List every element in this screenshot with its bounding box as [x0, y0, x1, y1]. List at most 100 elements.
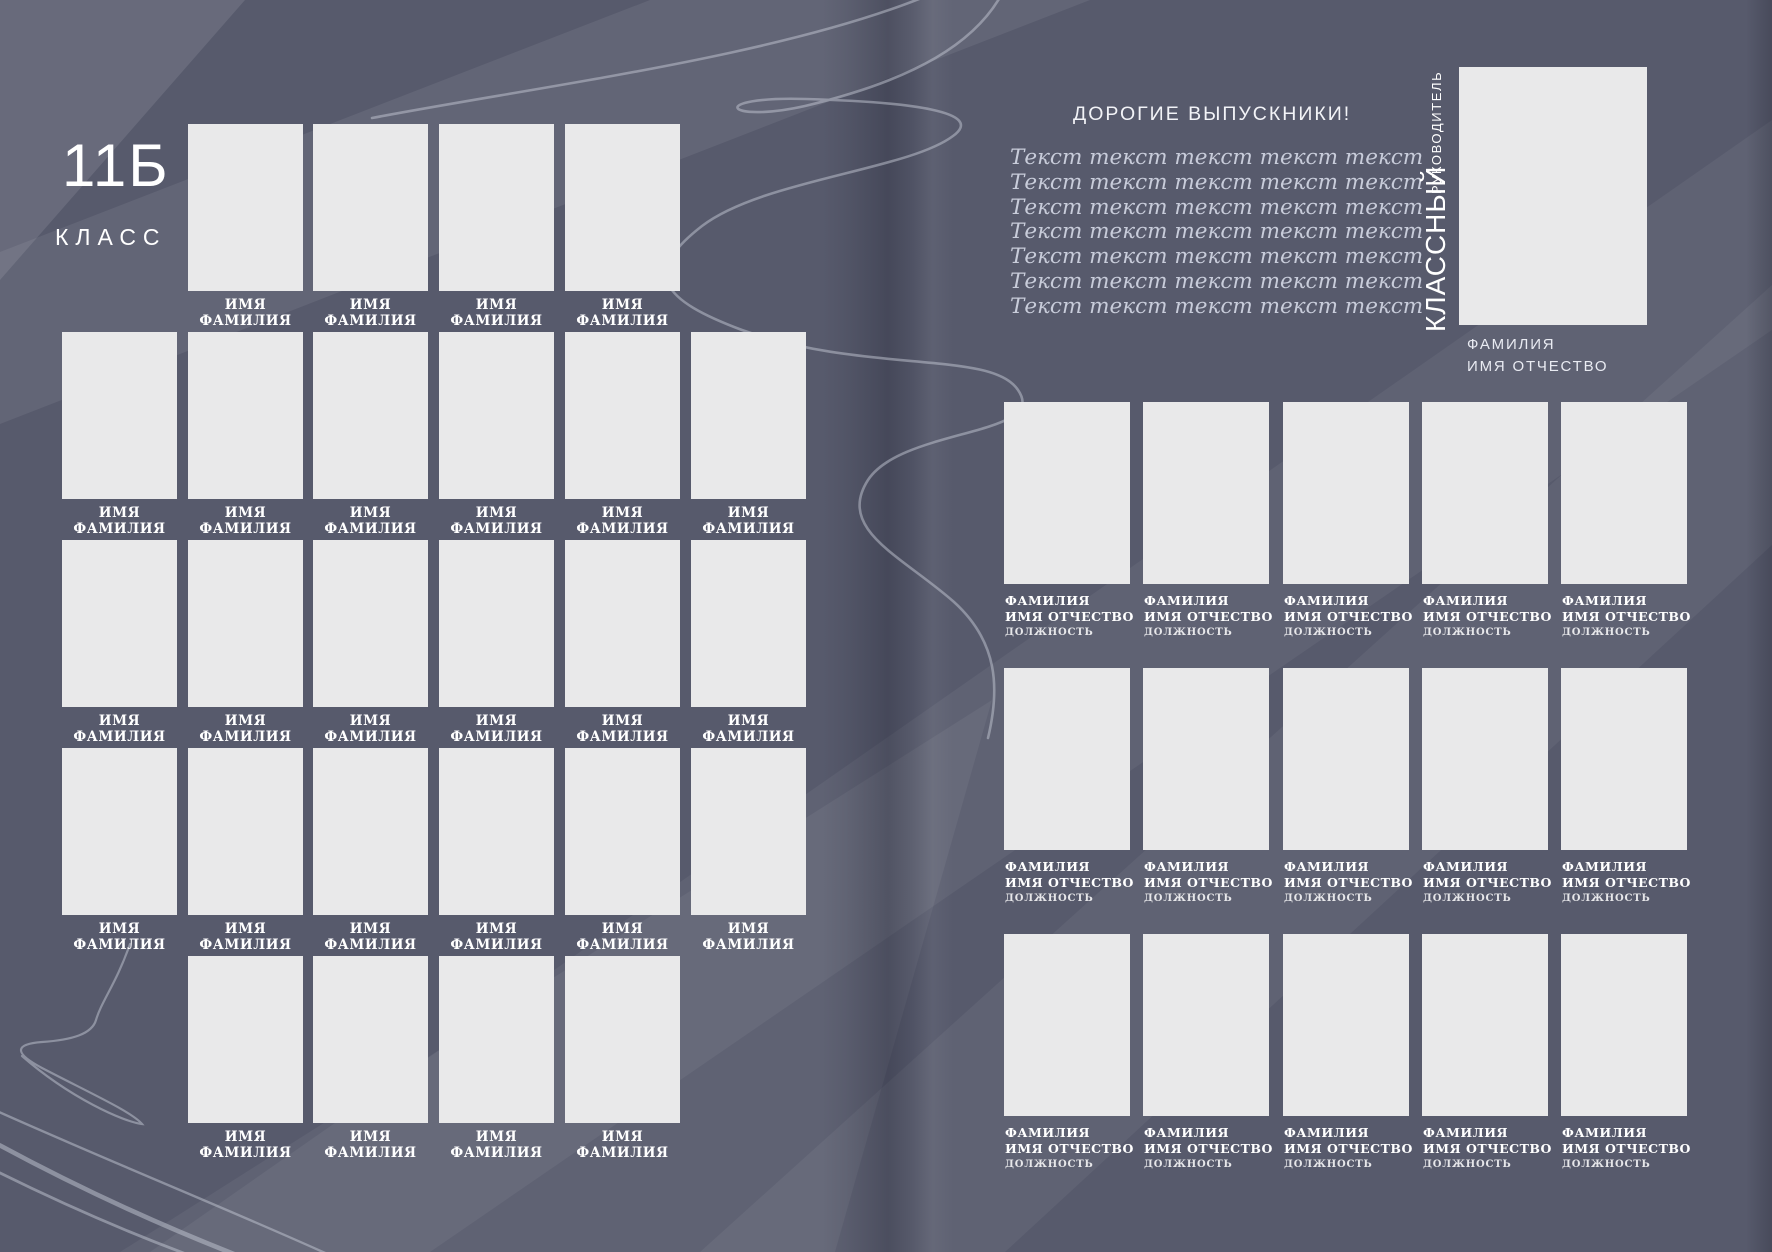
teacher-photo-placeholder[interactable]: [1561, 668, 1687, 850]
student-photo-placeholder[interactable]: [439, 124, 554, 291]
student-photo-placeholder[interactable]: [565, 124, 680, 291]
student-cell: ИМЯ ФАМИЛИЯ: [62, 332, 177, 537]
greeting-line: Текст текст текст текст текст: [1010, 244, 1424, 270]
student-caption: ИМЯ ФАМИЛИЯ: [576, 1129, 669, 1161]
student-photo-placeholder[interactable]: [691, 332, 806, 499]
teacher-cell: ФАМИЛИЯ ИМЯ ОТЧЕСТВО ДОЛЖНОСТЬ: [1561, 402, 1690, 638]
teacher-cell: ФАМИЛИЯ ИМЯ ОТЧЕСТВО ДОЛЖНОСТЬ: [1422, 934, 1551, 1170]
teacher-caption: ФАМИЛИЯ ИМЯ ОТЧЕСТВО ДОЛЖНОСТЬ: [1562, 859, 1691, 904]
student-cell: ИМЯ ФАМИЛИЯ: [313, 748, 428, 953]
teacher-cell: ФАМИЛИЯ ИМЯ ОТЧЕСТВО ДОЛЖНОСТЬ: [1004, 668, 1133, 904]
student-photo-placeholder[interactable]: [439, 332, 554, 499]
teacher-photo-placeholder[interactable]: [1422, 934, 1548, 1116]
student-photo-placeholder[interactable]: [565, 956, 680, 1123]
student-photo-placeholder[interactable]: [565, 748, 680, 915]
teacher-caption: ФАМИЛИЯ ИМЯ ОТЧЕСТВО ДОЛЖНОСТЬ: [1005, 593, 1134, 638]
student-caption: ИМЯ ФАМИЛИЯ: [73, 505, 166, 537]
teacher-photo-placeholder[interactable]: [1422, 668, 1548, 850]
teacher-cell: ФАМИЛИЯ ИМЯ ОТЧЕСТВО ДОЛЖНОСТЬ: [1283, 934, 1412, 1170]
teacher-caption: ФАМИЛИЯ ИМЯ ОТЧЕСТВО ДОЛЖНОСТЬ: [1005, 859, 1134, 904]
student-cell: ИМЯ ФАМИЛИЯ: [439, 956, 554, 1161]
teacher-cell: ФАМИЛИЯ ИМЯ ОТЧЕСТВО ДОЛЖНОСТЬ: [1283, 668, 1412, 904]
teacher-photo-placeholder[interactable]: [1004, 668, 1130, 850]
teacher-photo-placeholder[interactable]: [1283, 668, 1409, 850]
teacher-cell: ФАМИЛИЯ ИМЯ ОТЧЕСТВО ДОЛЖНОСТЬ: [1143, 668, 1272, 904]
teacher-cell: ФАМИЛИЯ ИМЯ ОТЧЕСТВО ДОЛЖНОСТЬ: [1143, 934, 1272, 1170]
student-caption: ИМЯ ФАМИЛИЯ: [450, 1129, 543, 1161]
student-caption: ИМЯ ФАМИЛИЯ: [450, 505, 543, 537]
teacher-caption: ФАМИЛИЯ ИМЯ ОТЧЕСТВО ДОЛЖНОСТЬ: [1144, 859, 1273, 904]
student-photo-placeholder[interactable]: [188, 124, 303, 291]
greeting-line: Текст текст текст текст текст: [1010, 219, 1424, 245]
student-cell: ИМЯ ФАМИЛИЯ: [188, 540, 303, 745]
student-caption: ИМЯ ФАМИЛИЯ: [199, 297, 292, 329]
student-cell: ИМЯ ФАМИЛИЯ: [313, 540, 428, 745]
student-photo-placeholder[interactable]: [188, 748, 303, 915]
student-caption: ИМЯ ФАМИЛИЯ: [576, 921, 669, 953]
student-caption: ИМЯ ФАМИЛИЯ: [450, 921, 543, 953]
student-photo-placeholder[interactable]: [313, 332, 428, 499]
student-cell: ИМЯ ФАМИЛИЯ: [313, 956, 428, 1161]
student-photo-placeholder[interactable]: [188, 540, 303, 707]
student-caption: ИМЯ ФАМИЛИЯ: [576, 505, 669, 537]
student-caption: ИМЯ ФАМИЛИЯ: [199, 505, 292, 537]
student-photo-placeholder[interactable]: [439, 956, 554, 1123]
student-photo-placeholder[interactable]: [439, 540, 554, 707]
greeting-text-block: Текст текст текст текст текст Текст текс…: [1010, 145, 1424, 320]
student-caption: ИМЯ ФАМИЛИЯ: [324, 921, 417, 953]
teacher-caption: ФАМИЛИЯ ИМЯ ОТЧЕСТВО ДОЛЖНОСТЬ: [1423, 859, 1552, 904]
greeting-title: ДОРОГИЕ ВЫПУСКНИКИ!: [1073, 103, 1352, 125]
teacher-caption: ФАМИЛИЯ ИМЯ ОТЧЕСТВО ДОЛЖНОСТЬ: [1423, 1125, 1552, 1170]
greeting-line: Текст текст текст текст текст: [1010, 268, 1424, 294]
teacher-caption: ФАМИЛИЯ ИМЯ ОТЧЕСТВО ДОЛЖНОСТЬ: [1562, 1125, 1691, 1170]
teacher-caption: ФАМИЛИЯ ИМЯ ОТЧЕСТВО ДОЛЖНОСТЬ: [1284, 593, 1413, 638]
student-photo-placeholder[interactable]: [188, 332, 303, 499]
teacher-cell: ФАМИЛИЯ ИМЯ ОТЧЕСТВО ДОЛЖНОСТЬ: [1004, 934, 1133, 1170]
student-photo-placeholder[interactable]: [313, 540, 428, 707]
student-photo-placeholder[interactable]: [313, 748, 428, 915]
teacher-photo-placeholder[interactable]: [1422, 402, 1548, 584]
student-cell: ИМЯ ФАМИЛИЯ: [313, 124, 428, 329]
student-caption: ИМЯ ФАМИЛИЯ: [702, 505, 795, 537]
teacher-caption: ФАМИЛИЯ ИМЯ ОТЧЕСТВО ДОЛЖНОСТЬ: [1144, 1125, 1273, 1170]
student-cell: ИМЯ ФАМИЛИЯ: [439, 332, 554, 537]
student-cell: ИМЯ ФАМИЛИЯ: [565, 124, 680, 329]
class-teacher-photo-placeholder[interactable]: [1459, 67, 1647, 325]
student-photo-placeholder[interactable]: [691, 748, 806, 915]
student-cell: ИМЯ ФАМИЛИЯ: [188, 748, 303, 953]
teacher-photo-placeholder[interactable]: [1143, 934, 1269, 1116]
student-cell: ИМЯ ФАМИЛИЯ: [565, 956, 680, 1161]
teacher-photo-placeholder[interactable]: [1561, 934, 1687, 1116]
teacher-photo-placeholder[interactable]: [1283, 934, 1409, 1116]
teacher-photo-placeholder[interactable]: [1004, 934, 1130, 1116]
student-photo-placeholder[interactable]: [62, 540, 177, 707]
teacher-photo-placeholder[interactable]: [1143, 402, 1269, 584]
class-number-title: 11Б: [62, 132, 170, 199]
student-cell: ИМЯ ФАМИЛИЯ: [439, 748, 554, 953]
teacher-caption: ФАМИЛИЯ ИМЯ ОТЧЕСТВО ДОЛЖНОСТЬ: [1423, 593, 1552, 638]
student-photo-placeholder[interactable]: [439, 748, 554, 915]
student-photo-placeholder[interactable]: [565, 540, 680, 707]
student-cell: ИМЯ ФАМИЛИЯ: [691, 332, 806, 537]
student-photo-placeholder[interactable]: [313, 124, 428, 291]
teacher-photo-placeholder[interactable]: [1004, 402, 1130, 584]
greeting-line: Текст текст текст текст текст: [1010, 194, 1424, 220]
student-photo-placeholder[interactable]: [565, 332, 680, 499]
student-photo-placeholder[interactable]: [62, 748, 177, 915]
teacher-photo-placeholder[interactable]: [1143, 668, 1269, 850]
class-teacher-name-caption: ФАМИЛИЯ ИМЯ ОТЧЕСТВО: [1467, 336, 1609, 375]
student-photo-placeholder[interactable]: [691, 540, 806, 707]
teacher-cell: ФАМИЛИЯ ИМЯ ОТЧЕСТВО ДОЛЖНОСТЬ: [1283, 402, 1412, 638]
teacher-photo-placeholder[interactable]: [1283, 402, 1409, 584]
teacher-photo-placeholder[interactable]: [1561, 402, 1687, 584]
student-photo-placeholder[interactable]: [62, 332, 177, 499]
teacher-cell: ФАМИЛИЯ ИМЯ ОТЧЕСТВО ДОЛЖНОСТЬ: [1422, 402, 1551, 638]
student-caption: ИМЯ ФАМИЛИЯ: [199, 921, 292, 953]
student-cell: ИМЯ ФАМИЛИЯ: [565, 748, 680, 953]
book-spine-fold: [822, 0, 954, 1252]
teacher-caption: ФАМИЛИЯ ИМЯ ОТЧЕСТВО ДОЛЖНОСТЬ: [1144, 593, 1273, 638]
student-photo-placeholder[interactable]: [188, 956, 303, 1123]
student-caption: ИМЯ ФАМИЛИЯ: [450, 297, 543, 329]
student-photo-placeholder[interactable]: [313, 956, 428, 1123]
